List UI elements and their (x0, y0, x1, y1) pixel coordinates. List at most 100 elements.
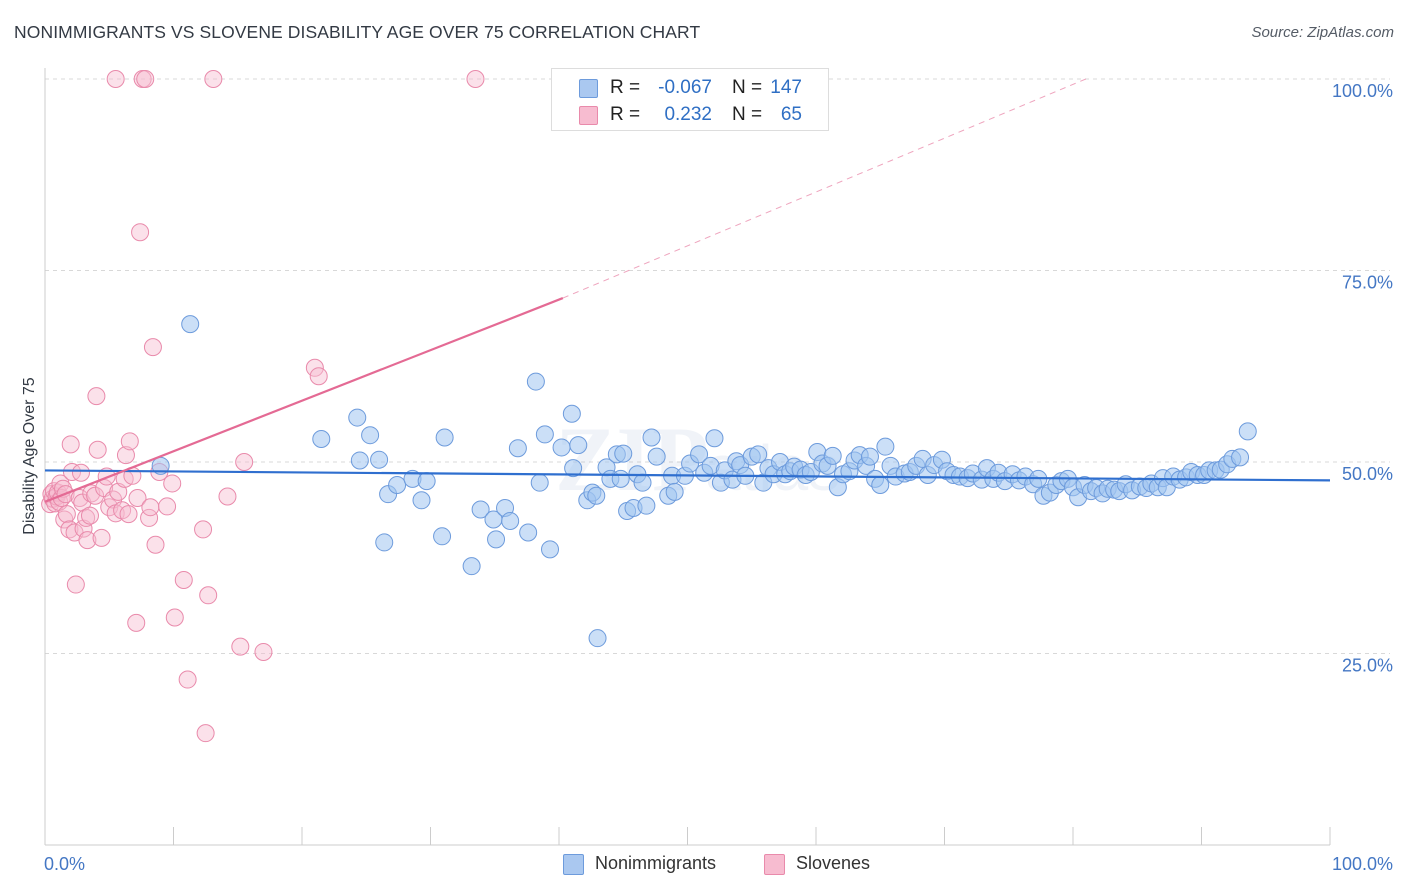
y-tick-label: 25.0% (1342, 656, 1393, 676)
nonimmigrants-point (388, 475, 407, 494)
legend-label-slovenes: Slovenes (796, 853, 871, 873)
slovenes-point (143, 338, 162, 357)
nonimmigrants-point (433, 527, 452, 546)
chart-title: NONIMMIGRANTS VS SLOVENE DISABILITY AGE … (14, 22, 701, 42)
tick-labels: 25.0% 50.0% 75.0% 100.0% 0.0% 100.0% (44, 81, 1393, 874)
nonimmigrants-point (647, 447, 666, 466)
slovenes-point (163, 474, 182, 493)
slovenes-point (61, 435, 80, 454)
nonimmigrants-point (501, 511, 520, 530)
slovenes-point (194, 520, 213, 539)
slovenes-point (131, 223, 150, 242)
slovenes-point (199, 586, 218, 605)
nonimmigrants-point (823, 446, 842, 465)
nonimmigrants-point (637, 496, 656, 515)
nonimmigrants-point (588, 629, 607, 648)
nonimmigrants-point (665, 482, 684, 501)
grid-lines (45, 78, 1390, 654)
slovenes-point (231, 637, 250, 656)
nonimmigrants-point (350, 451, 369, 470)
slovenes-point (60, 520, 79, 539)
slovenes-point (141, 498, 160, 517)
slovenes-point (128, 489, 147, 508)
slovenes-point (78, 531, 97, 550)
legend-r-label: R = (610, 77, 641, 98)
slovenes-point (146, 535, 165, 554)
slovenes-point (74, 519, 93, 538)
trend-lines (44, 78, 1331, 503)
slovenes-point (88, 440, 107, 459)
slovenes-point (178, 670, 197, 689)
nonimmigrants-point (614, 444, 633, 463)
legend-r-value: 0.232 (664, 104, 712, 125)
slovenes-point (71, 463, 90, 482)
nonimmigrants-point (749, 445, 768, 464)
slovenes-trend-line (44, 297, 564, 503)
nonimmigrants-point (462, 557, 481, 576)
nonimmigrants-point (552, 438, 571, 457)
nonimmigrants-point (519, 523, 538, 542)
legend-r-value: -0.067 (658, 77, 712, 98)
slovenes-point (62, 462, 81, 481)
slovenes-point (51, 474, 70, 493)
slovenes-point (235, 453, 254, 471)
nonimmigrants-point (690, 445, 709, 464)
y-tick-label: 100.0% (1332, 81, 1393, 101)
nonimmigrants-point (435, 428, 454, 447)
source-credit: Source: ZipAtlas.com (1251, 24, 1394, 41)
y-axis-label: Disability Age Over 75 (21, 377, 38, 535)
nonimmigrants-point (181, 315, 200, 334)
nonimmigrants-point (587, 486, 606, 505)
legend-swatch-slovenes (579, 106, 598, 125)
y-tick-label: 75.0% (1342, 273, 1393, 293)
slovenes-points (41, 70, 485, 743)
legend-swatch-slovenes (764, 854, 785, 875)
legend-row-nonimmigrants: R = -0.067 N = 147 (552, 75, 828, 101)
slovenes-point (116, 446, 135, 465)
legend-n-label: N = (732, 77, 763, 98)
nonimmigrants-point (487, 530, 506, 549)
slovenes-point (109, 482, 128, 501)
nonimmigrants-point (412, 491, 431, 510)
nonimmigrants-point (361, 426, 380, 445)
slovenes-point (119, 505, 138, 524)
nonimmigrants-point (1238, 422, 1257, 441)
nonimmigrants-point (530, 473, 549, 492)
nonimmigrants-point (564, 459, 583, 478)
slovenes-point (204, 70, 223, 88)
slovenes-point (92, 528, 111, 547)
slovenes-point (57, 505, 76, 524)
slovenes-point (254, 642, 273, 661)
slovenes-point (55, 510, 74, 529)
nonimmigrants-point (860, 447, 879, 466)
nonimmigrants-point (642, 428, 661, 447)
nonimmigrants-point (541, 540, 560, 559)
slovenes-point (218, 487, 237, 506)
legend-n-value: 65 (780, 104, 802, 125)
nonimmigrants-point (348, 408, 367, 427)
nonimmigrants-point (1231, 448, 1250, 467)
nonimmigrants-points (151, 315, 1257, 648)
slovenes-point (87, 387, 106, 406)
nonimmigrants-point (611, 469, 630, 488)
legend-n-value: 147 (770, 77, 802, 98)
x-tick-label: 100.0% (1332, 854, 1393, 874)
nonimmigrants-point (312, 430, 331, 449)
nonimmigrants-point (633, 473, 652, 492)
slovenes-point (86, 486, 105, 505)
legend-swatch-nonimmigrants (579, 79, 598, 98)
nonimmigrants-trend-line (44, 469, 1331, 482)
slovenes-point (80, 506, 99, 525)
slovenes-point (66, 575, 85, 594)
nonimmigrants-point (370, 450, 389, 469)
legend-r-label: R = (610, 104, 641, 125)
slovenes-point (165, 608, 184, 627)
slovenes-point (196, 724, 215, 743)
nonimmigrants-point (871, 475, 890, 494)
legend-n-label: N = (732, 104, 763, 125)
slovenes-point (127, 613, 146, 632)
axes (44, 68, 1331, 846)
nonimmigrants-point (562, 404, 581, 423)
slovenes-point (106, 70, 125, 88)
